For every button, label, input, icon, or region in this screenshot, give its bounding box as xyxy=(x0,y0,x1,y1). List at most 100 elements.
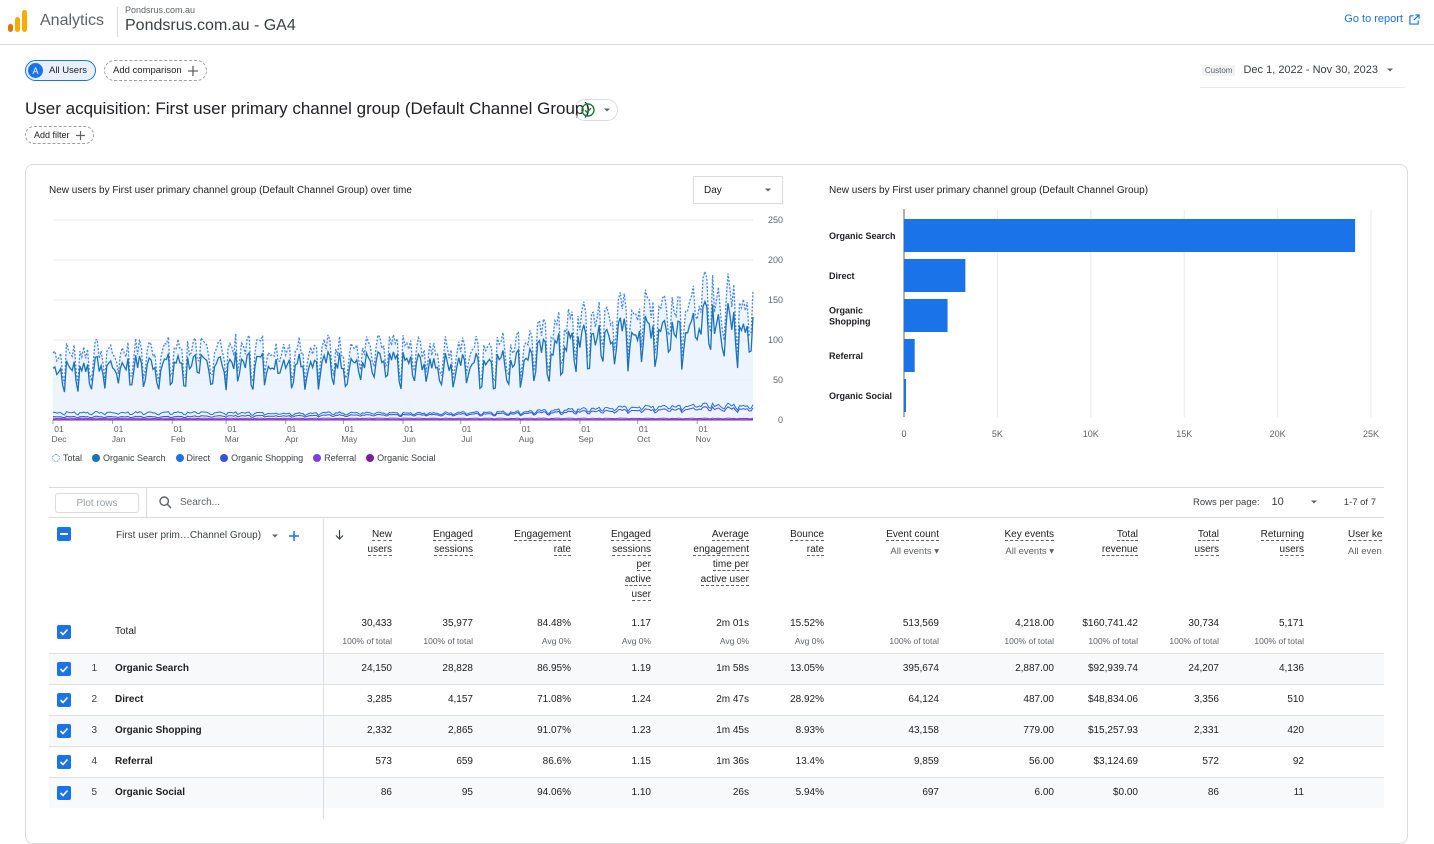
segment-chip-all-users[interactable]: A All Users xyxy=(25,60,96,81)
table-cell: 13.05% xyxy=(714,663,824,674)
search-input[interactable]: Search... xyxy=(180,497,220,508)
plus-icon xyxy=(76,131,85,140)
app-name: Analytics xyxy=(40,12,104,30)
segment-avatar: A xyxy=(28,63,43,78)
y-tick-label: 100 xyxy=(768,335,783,345)
column-header-label: rate xyxy=(807,544,824,556)
table-cell: 64,124 xyxy=(829,694,939,705)
table-cell: 1.15 xyxy=(541,756,651,767)
x-tick-day: 01 xyxy=(227,424,237,434)
granularity-dropdown[interactable]: Day xyxy=(693,176,783,204)
table-cell: 8.93% xyxy=(714,725,824,736)
column-event-filter[interactable]: All events ▾ xyxy=(829,544,939,559)
x-tick-label: 0 xyxy=(901,429,906,439)
column-header-label: users xyxy=(1280,544,1304,556)
column-header-label: Returning xyxy=(1261,529,1304,541)
x-tick-month: May xyxy=(341,434,358,444)
legend-label: Organic Search xyxy=(103,453,166,463)
legend-item[interactable]: Organic Search xyxy=(92,453,166,463)
property-selector[interactable]: Pondsrus.com.au - GA4 xyxy=(125,17,296,35)
bar[interactable] xyxy=(904,259,965,292)
x-tick-month: Jun xyxy=(402,434,416,444)
table-cell: 1.19 xyxy=(541,663,651,674)
row-checkbox[interactable] xyxy=(57,693,71,707)
table-cell: 4,157 xyxy=(363,694,473,705)
bar[interactable] xyxy=(904,379,906,412)
bar[interactable] xyxy=(904,219,1355,252)
y-tick-label: 200 xyxy=(768,255,783,265)
column-header[interactable]: Returning users xyxy=(1194,527,1304,557)
legend-label: Direct xyxy=(187,453,211,463)
row-number: 2 xyxy=(77,694,97,705)
rows-per-page-label: Rows per page: xyxy=(1193,497,1260,508)
x-tick-day: 01 xyxy=(114,424,124,434)
table-cell: 697 xyxy=(829,787,939,798)
x-tick-month: Nov xyxy=(696,434,712,444)
x-tick-day: 01 xyxy=(462,424,472,434)
add-filter-button[interactable]: Add filter xyxy=(25,126,94,144)
select-all-checkbox[interactable] xyxy=(57,527,71,541)
caret-down-icon xyxy=(271,532,279,540)
legend-item[interactable]: Organic Social xyxy=(366,453,436,463)
x-tick-day: 01 xyxy=(54,424,64,434)
caret-down-icon xyxy=(603,106,611,114)
bar[interactable] xyxy=(904,339,915,372)
table-search[interactable]: Search... xyxy=(159,496,220,509)
y-tick-label: 250 xyxy=(768,215,783,225)
pagination-range: 1-7 of 7 xyxy=(1344,497,1376,508)
account-name[interactable]: Pondsrus.com.au xyxy=(125,5,195,15)
legend-swatch-icon xyxy=(52,454,60,462)
x-tick-month: Oct xyxy=(637,434,651,444)
x-tick-month: Sep xyxy=(578,434,593,444)
x-tick-day: 01 xyxy=(698,424,708,434)
row-checkbox[interactable] xyxy=(57,662,71,676)
header-divider xyxy=(117,7,118,37)
legend-item[interactable]: Direct xyxy=(176,453,211,463)
row-dimension-value: Direct xyxy=(115,694,143,705)
x-tick-label: 25K xyxy=(1363,429,1379,439)
go-to-report-link[interactable]: Go to report xyxy=(1344,13,1420,25)
legend-item[interactable]: Total xyxy=(52,453,82,463)
x-tick-day: 01 xyxy=(522,424,532,434)
line-chart-legend: Total Organic Search Direct Organic Shoppin… xyxy=(52,453,436,463)
rows-per-page-select[interactable]: 10 xyxy=(1272,496,1318,508)
row-checkbox[interactable] xyxy=(57,755,71,769)
report-status-dropdown[interactable] xyxy=(574,99,618,121)
dimension-header[interactable]: First user prim…Channel Group) xyxy=(116,530,299,541)
table-cell: 510 xyxy=(1194,694,1304,705)
check-circle-icon xyxy=(581,103,595,117)
x-tick-day: 01 xyxy=(404,424,414,434)
x-tick-day: 01 xyxy=(345,424,355,434)
dimension-header-label: First user prim…Channel Group) xyxy=(116,530,261,541)
caret-down-icon xyxy=(1386,66,1394,74)
bar-category-label: Organic Search xyxy=(829,231,896,241)
open-in-new-icon xyxy=(1409,14,1420,25)
plot-rows-button[interactable]: Plot rows xyxy=(55,493,139,513)
column-event-filter[interactable]: All even xyxy=(1348,544,1388,559)
legend-label: Organic Social xyxy=(377,453,436,463)
total-share: Avg 0% xyxy=(541,636,651,646)
date-range-picker[interactable]: Custom Dec 1, 2022 - Nov 30, 2023 xyxy=(1202,64,1394,76)
row-checkbox[interactable] xyxy=(57,724,71,738)
row-checkbox[interactable] xyxy=(57,786,71,800)
legend-item[interactable]: Referral xyxy=(313,453,356,463)
y-tick-label: 150 xyxy=(768,295,783,305)
add-comparison-button[interactable]: Add comparison xyxy=(104,60,207,81)
x-tick-label: 10K xyxy=(1083,429,1099,439)
bar[interactable] xyxy=(904,299,948,332)
row-dimension-value: Organic Shopping xyxy=(115,725,202,736)
table-cell: 1.23 xyxy=(541,725,651,736)
legend-item[interactable]: Organic Shopping xyxy=(220,453,303,463)
page-title: User acquisition: First user primary cha… xyxy=(25,99,590,119)
